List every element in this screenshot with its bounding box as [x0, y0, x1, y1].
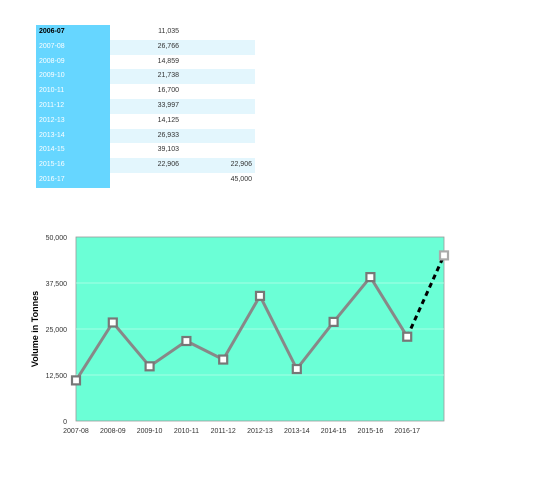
value-cell: 26,933	[110, 128, 182, 144]
table-row: 2011-12 33,997	[36, 98, 255, 114]
table-row: 2007-08 26,766	[36, 39, 255, 55]
x-tick-label: 2007-08	[63, 428, 89, 435]
data-point-marker	[365, 272, 376, 283]
forecast-cell	[182, 39, 255, 55]
x-tick-label: 2011-12	[211, 428, 236, 435]
forecast-cell	[182, 114, 255, 129]
data-point-marker	[218, 354, 229, 365]
table-row: 2008-09 14,859	[36, 54, 255, 70]
forecast-cell	[182, 128, 255, 144]
year-cell: 2014-15	[36, 143, 110, 159]
data-point-marker	[144, 361, 155, 372]
series-line	[74, 275, 409, 382]
forecast-cell	[182, 98, 255, 114]
data-point-marker	[291, 363, 302, 375]
year-cell: 2015-16	[36, 158, 110, 173]
data-point-marker	[181, 335, 192, 347]
y-axis-ticks: 0 12,500 25,000 37,500 50,000	[46, 235, 68, 426]
y-tick-label: 50,000	[46, 235, 68, 242]
year-cell: 2016-17	[36, 172, 110, 188]
x-tick-label: 2009-10	[137, 428, 163, 435]
forecast-cell	[182, 69, 255, 85]
year-cell: 2013-14	[36, 128, 110, 144]
value-cell: 14,125	[157, 116, 179, 124]
forecast-cell	[182, 55, 255, 70]
table-row: 2014-15 39,103	[36, 143, 255, 159]
year-cell: 2010-11	[36, 84, 110, 99]
x-tick-label: 2008-09	[100, 428, 126, 435]
table-row: 2015-16 22,906 22,906	[36, 158, 255, 173]
forecast-cell: 22,906	[182, 158, 255, 173]
grid-lines	[76, 282, 444, 376]
value-cell: 26,766	[110, 39, 182, 55]
forecast-cell	[182, 25, 255, 40]
year-cell: 2007-08	[36, 39, 110, 55]
data-point-marker	[254, 290, 266, 301]
x-axis-ticks: 2007-08 2008-09 2009-10 2010-11 2011-12 2012-…	[63, 428, 420, 435]
forecast-cell	[182, 143, 255, 158]
value-cell: 33,997	[110, 98, 182, 114]
data-point-marker	[438, 250, 450, 261]
table-row: 2009-10 21,738	[36, 69, 255, 85]
value-cell: 11,035	[158, 28, 179, 35]
table-row: 2013-14 26,933	[36, 128, 255, 144]
table-row: 2012-13 14,125	[36, 113, 255, 129]
y-axis-label: Volume in Tonnes	[30, 291, 40, 367]
data-point-marker	[70, 375, 82, 386]
value-cell	[110, 173, 182, 188]
table-body: 2006-07 11,035 2007-08 26,766 2008-09 14,859 2…	[36, 25, 255, 188]
year-cell: 2009-10	[36, 69, 110, 85]
year-cell: 2008-09	[36, 54, 110, 70]
table-row: 2010-11 16,700	[36, 84, 255, 99]
series-lines	[74, 254, 446, 382]
value-cell: 14,859	[157, 57, 179, 65]
forecast-cell	[182, 84, 255, 99]
value-cell: 21,738	[110, 69, 182, 85]
x-tick-label: 2016-17	[394, 428, 420, 435]
year-cell: 2012-13	[36, 113, 110, 129]
data-markers	[70, 250, 450, 386]
y-tick-label: 37,500	[46, 281, 68, 288]
data-point-marker	[107, 317, 118, 328]
data-point-marker	[402, 331, 413, 342]
x-tick-label: 2010-11	[174, 428, 199, 435]
x-tick-label: 2012-13	[247, 428, 273, 435]
y-tick-label: 0	[63, 419, 67, 426]
y-tick-label: 25,000	[46, 327, 68, 334]
value-cell: 39,103	[157, 146, 179, 154]
table-row: 2006-07 11,035	[36, 25, 255, 40]
value-cell: 16,700	[157, 87, 179, 95]
data-point-marker	[328, 316, 339, 327]
data-table: 2006-07 11,035 2007-08 26,766 2008-09 14,859 2…	[36, 25, 255, 188]
year-cell: 2011-12	[36, 98, 110, 114]
x-tick-label: 2014-15	[321, 428, 347, 435]
x-tick-label: 2013-14	[284, 428, 310, 435]
y-tick-label: 12,500	[46, 373, 68, 380]
line-chart: 0 12,500 25,000 37,500 50,000 2007-08 2008-09…	[30, 235, 450, 435]
value-cell: 22,906	[110, 158, 182, 173]
forecast-cell: 45,000	[230, 175, 252, 183]
year-cell: 2006-07	[36, 25, 110, 40]
table-row: 2016-17 45,000	[36, 172, 255, 188]
x-tick-label: 2015-16	[358, 428, 384, 435]
series-line	[405, 254, 446, 338]
